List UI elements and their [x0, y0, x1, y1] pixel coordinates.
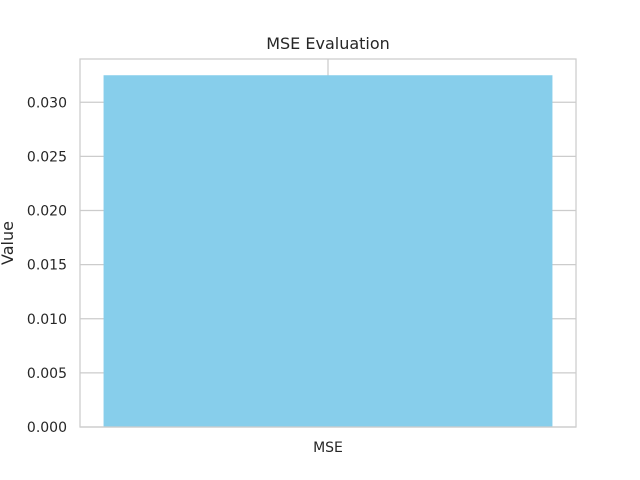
y-tick-label: 0.005	[27, 366, 67, 382]
x-tick-label: MSE	[313, 440, 343, 456]
y-axis-label: Value	[0, 221, 17, 265]
y-tick-label: 0.020	[27, 204, 67, 220]
y-tick-label: 0.015	[27, 258, 67, 274]
y-tick-label: 0.000	[27, 420, 67, 436]
bars	[103, 75, 553, 427]
y-axis-ticks: 0.000 0.005 0.010 0.015 0.020 0.025 0.030	[27, 95, 67, 436]
y-tick-label: 0.025	[27, 149, 67, 165]
y-tick-label: 0.010	[27, 312, 67, 328]
x-axis-ticks: MSE	[313, 440, 343, 456]
bar-mse	[103, 75, 553, 427]
plot-frame	[79, 58, 577, 428]
chart-title: MSE Evaluation	[266, 34, 390, 53]
y-tick-label: 0.030	[27, 95, 67, 111]
